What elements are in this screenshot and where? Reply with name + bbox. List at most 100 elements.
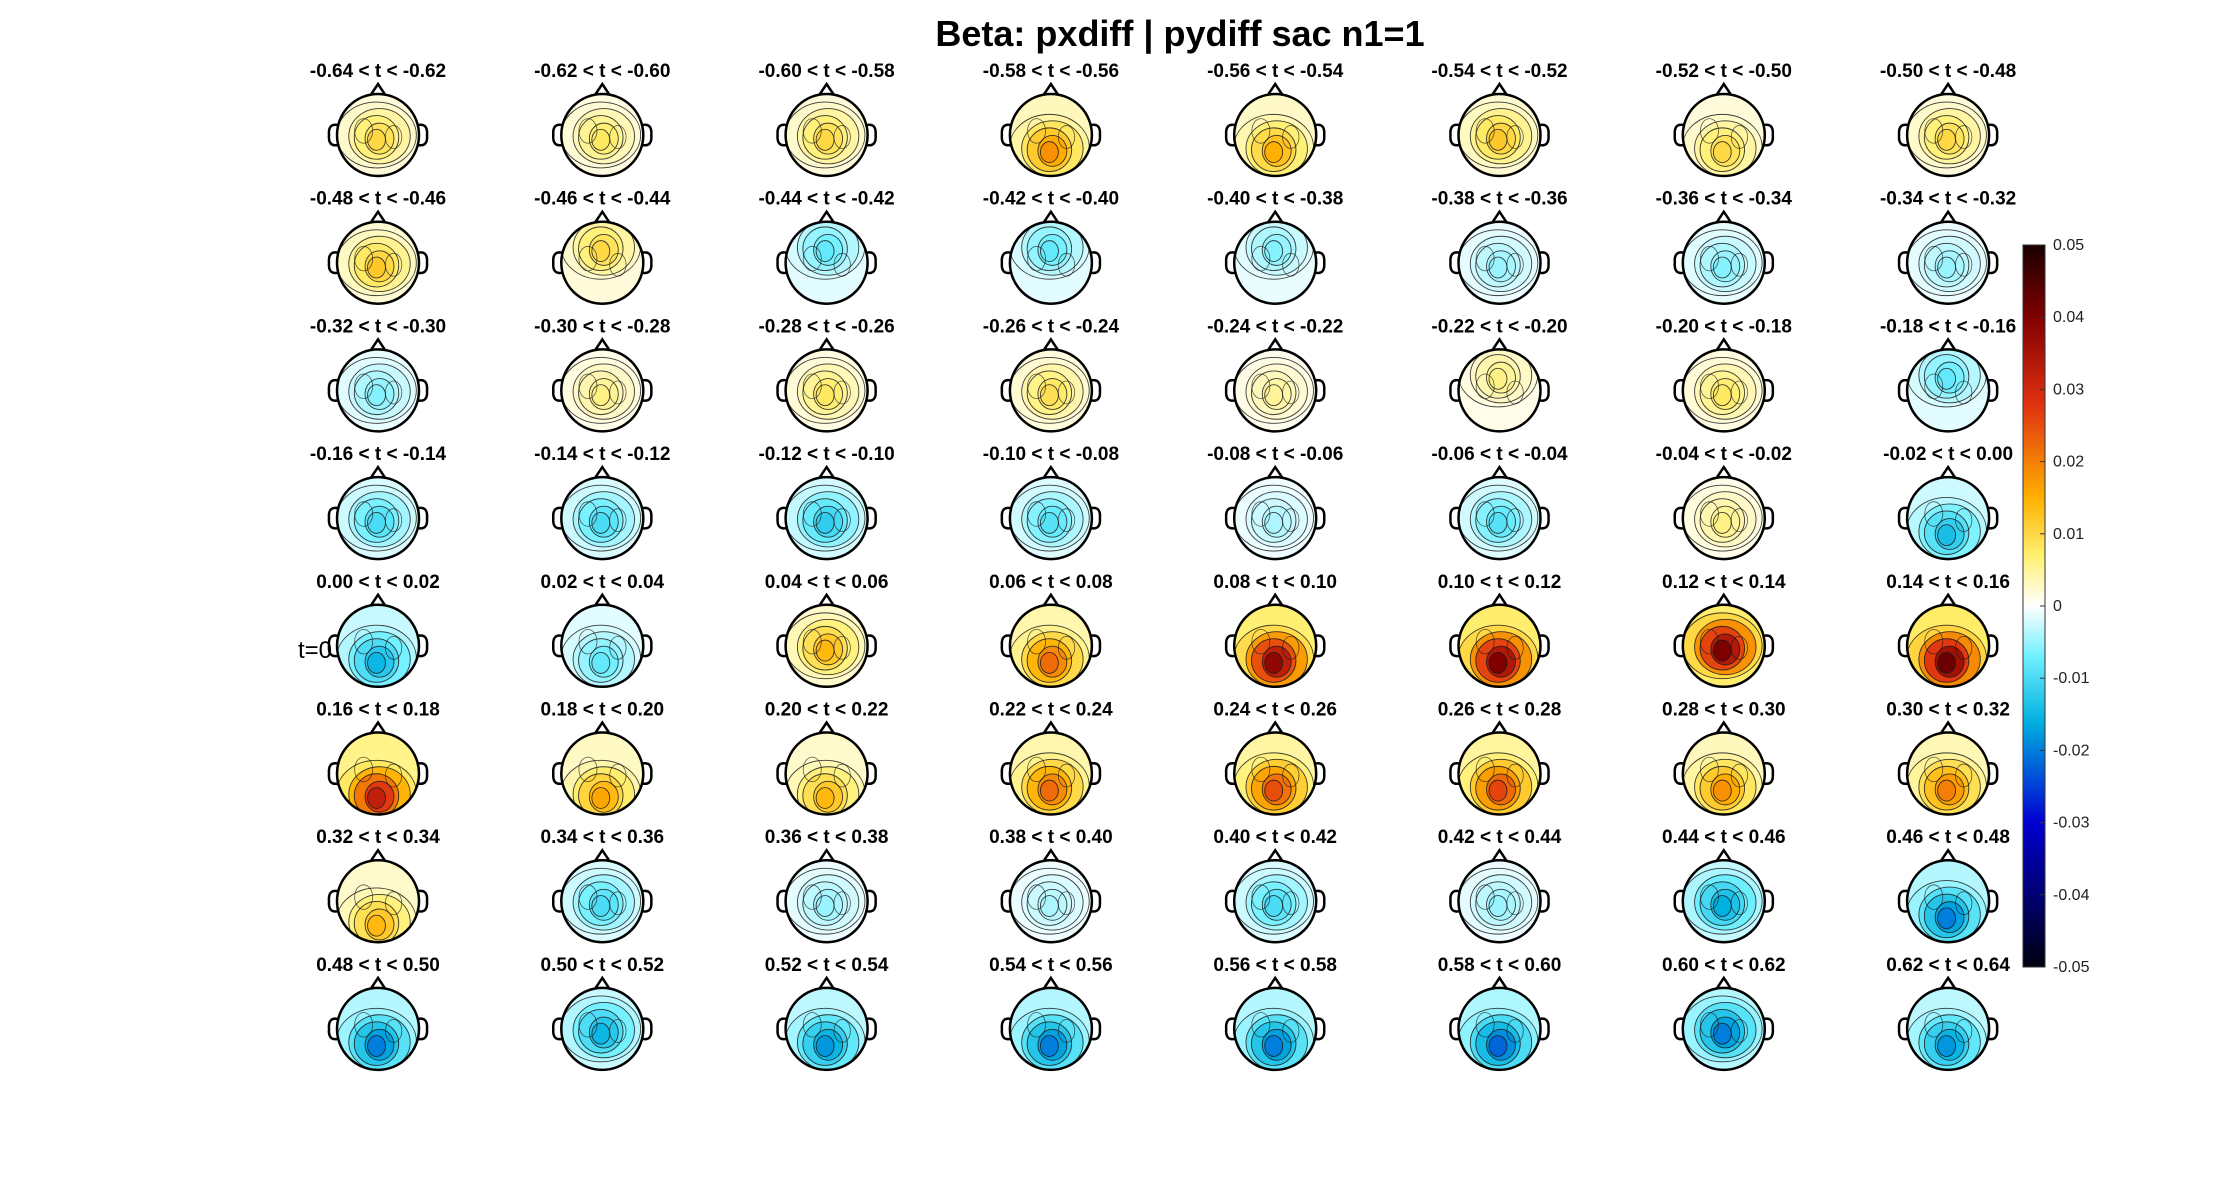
- left-ear-shape: [1000, 123, 1012, 147]
- left-ear-shape: [1673, 761, 1685, 786]
- left-ear-shape: [776, 1017, 787, 1041]
- head-outline: [784, 92, 869, 178]
- topoplot-field: [561, 94, 644, 176]
- right-ear-shape: [1539, 251, 1550, 275]
- onset-marker: t=0: [298, 637, 332, 664]
- contour-level: [367, 651, 386, 674]
- right-ear-shape: [1314, 506, 1326, 530]
- left-ear-shape: [776, 378, 787, 402]
- topoplot-panel: -0.36 < t < -0.34: [1656, 189, 1793, 305]
- contour-line: [1057, 635, 1076, 660]
- head-outline: [1681, 986, 1767, 1072]
- colorbar-tick-label: -0.02: [2053, 742, 2090, 759]
- topoplot-panel: 0.02 < t < 0.04: [541, 572, 665, 689]
- left-ear-shape: [1449, 123, 1460, 147]
- topoplot-field: [561, 732, 644, 815]
- contour-level: [1712, 141, 1732, 164]
- nose-shape: [817, 81, 836, 97]
- topoplot-title: 0.34 < t < 0.36: [541, 827, 665, 848]
- nose-shape: [1266, 720, 1285, 736]
- topoplot-title: 0.02 < t < 0.04: [541, 572, 665, 593]
- topoplot-field: [1907, 477, 1990, 560]
- head-outline: [335, 220, 421, 305]
- topoplot-field: [561, 604, 644, 687]
- left-ear-shape: [1897, 761, 1909, 786]
- topoplot-field: [337, 221, 419, 304]
- topoplot-panel: 0.28 < t < 0.30: [1662, 700, 1786, 816]
- head-outline: [335, 92, 421, 178]
- contour-line: [1251, 118, 1271, 144]
- contour-level: [1937, 779, 1957, 802]
- topoplot-title: 0.08 < t < 0.10: [1213, 572, 1337, 593]
- head-outline: [1008, 220, 1094, 305]
- right-ear-shape: [642, 1017, 653, 1041]
- nose-shape: [368, 720, 388, 736]
- contour-line: [578, 884, 598, 910]
- nose-shape: [1939, 464, 1958, 480]
- contour-line: [578, 629, 598, 655]
- topoplot-field: [1234, 732, 1317, 815]
- right-ear-shape: [642, 251, 653, 275]
- left-ear-shape: [1224, 1017, 1236, 1041]
- topoplot-field: [785, 860, 868, 943]
- topoplot-title: -0.10 < t < -0.08: [983, 444, 1119, 465]
- topoplot-field: [1682, 860, 1765, 943]
- contour-line: [802, 373, 822, 400]
- contour-line: [833, 635, 851, 660]
- left-ear-shape: [1897, 123, 1909, 147]
- head-outline: [1905, 348, 1991, 433]
- contour-line: [1027, 756, 1046, 783]
- topoplot-field: [1907, 221, 1990, 304]
- topoplot-panel: 0.42 < t < 0.44: [1438, 827, 1562, 944]
- contour-line: [578, 118, 598, 144]
- contour-level: [815, 787, 835, 809]
- contour-line: [1700, 1012, 1719, 1038]
- topoplot-title: -0.36 < t < -0.34: [1656, 189, 1793, 210]
- nose-shape: [593, 592, 612, 608]
- topoplot-field: [337, 860, 419, 943]
- contour-level: [367, 1035, 386, 1057]
- topoplot-panel: 0.12 < t < 0.14: [1662, 572, 1786, 689]
- contour-line: [384, 508, 403, 533]
- contour-line: [1027, 373, 1046, 400]
- left-ear-shape: [1449, 1017, 1460, 1041]
- topoplot-title: 0.18 < t < 0.20: [541, 700, 665, 721]
- topoplot-panel: 0.24 < t < 0.26: [1213, 700, 1337, 816]
- right-ear-shape: [1090, 889, 1102, 913]
- topoplot-panel: -0.42 < t < -0.40: [983, 189, 1119, 305]
- left-ear-shape: [1897, 506, 1909, 530]
- left-ear-shape: [1449, 251, 1460, 275]
- topoplot-panel: 0.36 < t < 0.38: [765, 827, 888, 944]
- contour-line: [1730, 1019, 1748, 1043]
- topoplot-title: -0.28 < t < -0.26: [758, 316, 894, 337]
- contour-level: [1488, 651, 1508, 674]
- right-ear-shape: [1314, 634, 1326, 658]
- topoplot-panel: 0.32 < t < 0.34: [316, 827, 440, 944]
- topoplot-panel: 0.14 < t < 0.16: [1886, 572, 2010, 689]
- topoplot-field: [1458, 604, 1541, 687]
- contour-level: [1937, 524, 1957, 547]
- right-ear-shape: [417, 251, 429, 275]
- topoplot-panel: -0.26 < t < -0.24: [983, 316, 1119, 433]
- topoplot-panel: -0.02 < t < 0.00: [1883, 444, 2013, 561]
- topoplot-title: 0.46 < t < 0.48: [1886, 827, 2010, 848]
- contour-level: [1488, 367, 1508, 390]
- topoplot-field: [337, 349, 419, 432]
- contour-line: [1251, 629, 1271, 655]
- nose-shape: [1490, 464, 1509, 480]
- topoplot-panel: 0.54 < t < 0.56: [989, 955, 1113, 1072]
- nose-shape: [368, 337, 388, 353]
- topoplot-title: 0.06 < t < 0.08: [989, 572, 1113, 593]
- contour-level: [1039, 1035, 1059, 1057]
- nose-shape: [1490, 975, 1509, 991]
- contour-line: [1027, 501, 1046, 527]
- topoplot-field: [1458, 221, 1541, 304]
- left-ear-shape: [1673, 506, 1685, 530]
- right-ear-shape: [1090, 1017, 1102, 1041]
- topoplot-title: 0.32 < t < 0.34: [316, 827, 440, 848]
- topoplot-title: 0.30 < t < 0.32: [1886, 700, 2010, 721]
- contour-line: [1700, 629, 1719, 655]
- topoplot-title: -0.12 < t < -0.10: [758, 444, 894, 465]
- left-ear-shape: [1000, 378, 1012, 402]
- head-outline: [1232, 986, 1318, 1072]
